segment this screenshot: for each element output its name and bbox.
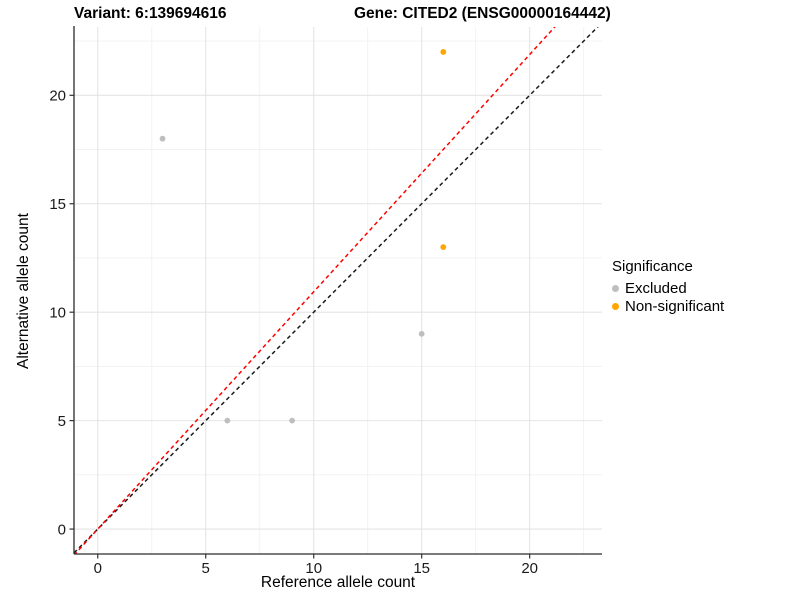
legend-item-non-significant: Non-significant xyxy=(612,297,797,315)
legend-dot-icon xyxy=(612,302,619,310)
x-tick-label: 0 xyxy=(94,560,102,577)
allelic-ratio-line xyxy=(74,27,556,554)
x-tick-label: 15 xyxy=(413,560,430,577)
variant-title: Variant: 6:139694616 xyxy=(74,5,227,22)
y-tick-label: 15 xyxy=(49,196,66,213)
y-tick-label: 10 xyxy=(49,304,66,321)
legend-item-excluded: Excluded xyxy=(612,279,797,297)
y-axis-title: Alternative allele count xyxy=(15,213,32,369)
legend: Significance Excluded Non-significant xyxy=(612,258,797,315)
data-point-non-significant xyxy=(440,49,447,55)
x-tick-label: 10 xyxy=(305,560,322,577)
x-axis-title: Reference allele count xyxy=(260,574,416,591)
y-tick-label: 20 xyxy=(49,88,66,105)
legend-title: Significance xyxy=(612,258,693,275)
gene-title: Gene: CITED2 (ENSG00000164442) xyxy=(354,5,611,22)
x-tick-label: 20 xyxy=(521,560,538,577)
y-tick-label: 5 xyxy=(58,413,66,430)
legend-dot-icon xyxy=(612,284,619,292)
legend-items: Excluded Non-significant xyxy=(612,279,797,315)
legend-item-label: Excluded xyxy=(625,279,687,297)
data-point-excluded xyxy=(289,417,296,424)
data-point-non-significant xyxy=(440,244,447,251)
data-point-excluded xyxy=(224,417,231,424)
legend-item-label: Non-significant xyxy=(625,297,725,315)
identity-line xyxy=(74,27,599,554)
x-tick-label: 5 xyxy=(202,560,210,577)
data-point-excluded xyxy=(159,135,166,142)
y-tick-label: 0 xyxy=(58,521,66,538)
data-point-excluded xyxy=(418,330,425,337)
